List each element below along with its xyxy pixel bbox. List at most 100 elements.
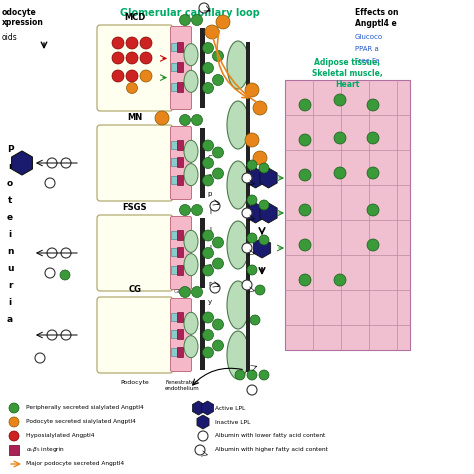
Circle shape [47,330,57,340]
Circle shape [202,312,213,323]
Text: Major podocyte secreted Angptl4: Major podocyte secreted Angptl4 [26,462,124,466]
Polygon shape [260,168,277,188]
Bar [200,218,205,288]
Circle shape [202,230,213,241]
Circle shape [191,15,202,26]
Text: i: i [9,230,11,239]
Circle shape [212,237,224,248]
Circle shape [126,70,138,82]
Circle shape [126,37,138,49]
Bar [171,230,177,238]
Bar [200,128,205,198]
Circle shape [195,445,205,455]
FancyBboxPatch shape [171,217,191,290]
Circle shape [299,99,311,111]
Circle shape [202,140,213,151]
Ellipse shape [227,41,249,89]
Text: Angptl4 e: Angptl4 e [355,19,397,28]
Text: oids: oids [2,33,18,42]
Circle shape [334,274,346,286]
Text: Albumin with higher fatty acid content: Albumin with higher fatty acid content [215,447,328,453]
Polygon shape [11,151,32,175]
Circle shape [235,370,245,380]
Circle shape [212,258,224,269]
Circle shape [299,204,311,216]
Circle shape [259,163,269,173]
Circle shape [247,160,257,170]
Circle shape [212,168,224,179]
Text: MCD: MCD [124,13,146,22]
Polygon shape [192,401,204,415]
FancyBboxPatch shape [97,297,173,373]
Circle shape [180,204,191,216]
Circle shape [299,239,311,251]
Text: Podocyte: Podocyte [120,380,149,385]
Bar [246,42,250,372]
Text: r: r [8,281,12,290]
Circle shape [242,173,252,183]
Ellipse shape [184,312,198,334]
Text: t: t [8,196,12,205]
Text: P: P [7,145,13,154]
Circle shape [253,151,267,165]
Circle shape [212,340,224,351]
Circle shape [259,200,269,210]
Bar [171,265,177,273]
Circle shape [212,147,224,158]
Text: $\alpha_v\beta_5$ integrin: $\alpha_v\beta_5$ integrin [26,446,65,455]
Bar [177,264,183,274]
Bar [171,330,177,338]
Circle shape [250,315,260,325]
Circle shape [198,431,208,441]
FancyBboxPatch shape [171,27,191,109]
Circle shape [367,204,379,216]
Text: Fenestrated
endothelium: Fenestrated endothelium [164,380,200,391]
Text: y: y [208,299,212,305]
Circle shape [202,82,213,93]
Text: e: e [7,213,13,222]
Bar [177,229,183,239]
Ellipse shape [184,336,198,358]
Text: Peripherally secreted sialylated Angptl4: Peripherally secreted sialylated Angptl4 [26,405,144,410]
FancyBboxPatch shape [171,299,191,372]
Circle shape [202,347,213,358]
Polygon shape [260,203,277,223]
Text: Inactive LPL: Inactive LPL [215,419,250,425]
Circle shape [202,247,213,258]
Circle shape [255,285,265,295]
Circle shape [202,63,213,73]
Bar [171,347,177,356]
Ellipse shape [184,140,198,162]
Bar [285,80,410,350]
Bar [177,346,183,356]
Circle shape [247,265,257,275]
Circle shape [247,370,257,380]
Circle shape [61,248,71,258]
Circle shape [9,431,19,441]
Text: i: i [9,298,11,307]
Bar [177,174,183,184]
Text: CG: CG [128,285,142,294]
Bar [177,139,183,149]
Text: Active LPL: Active LPL [215,405,245,410]
Text: PPAR a: PPAR a [355,46,379,52]
Circle shape [202,43,213,54]
Polygon shape [253,238,271,258]
Polygon shape [201,401,214,415]
Ellipse shape [184,164,198,186]
Text: FSGS: FSGS [123,203,147,212]
Circle shape [202,175,213,186]
Text: p: p [208,191,212,197]
Text: Adipose tissue,: Adipose tissue, [314,58,381,67]
Ellipse shape [227,221,249,269]
Bar [177,247,183,257]
Circle shape [253,101,267,115]
Circle shape [180,115,191,126]
Text: Glucoco: Glucoco [355,34,383,40]
Bar [177,42,183,52]
Bar [171,175,177,183]
Circle shape [299,134,311,146]
Circle shape [202,265,213,276]
Text: Heart: Heart [335,80,360,89]
Text: Hyposialylated Angptl4: Hyposialylated Angptl4 [26,434,94,438]
